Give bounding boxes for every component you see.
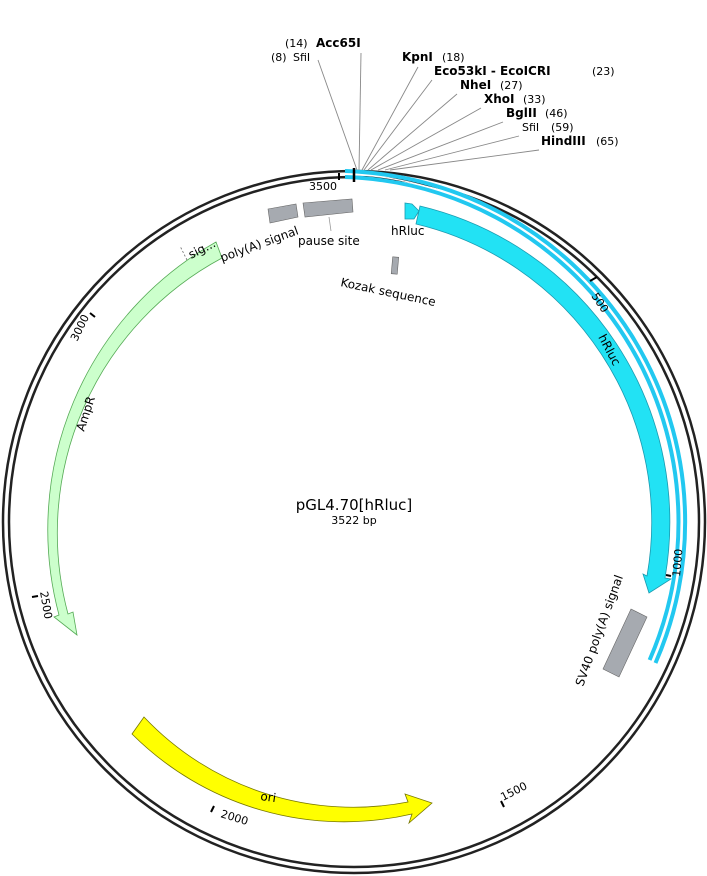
tick-label-1500: 1500: [498, 779, 529, 803]
sv40-feature: SV40 poly(A) signal: [573, 573, 648, 688]
tick-500: [589, 276, 598, 282]
tick-label-3000: 3000: [68, 312, 92, 343]
kozak-label: Kozak sequence: [339, 275, 437, 309]
site-bglii-name: BglII: [506, 106, 537, 120]
restriction-site-labels: (14) Acc65I (8) SfiI KpnI (18) Eco53kI -…: [271, 36, 619, 148]
hrluc-arrow: hRluc: [415, 205, 673, 594]
site-hindiii-pos: (65): [596, 135, 619, 148]
tick-1000: [665, 574, 672, 577]
pause-label: pause site: [298, 234, 360, 248]
tick-3000: [89, 312, 96, 318]
site-leader-lines: [317, 52, 540, 171]
tick-label-1000: 1000: [670, 548, 685, 577]
site-sfii-8-name: SfiI: [293, 51, 310, 64]
site-sfii-8-pos: (8): [271, 51, 287, 64]
site-nhei-name: NheI: [460, 78, 491, 92]
site-xhoi-pos: (33): [523, 93, 546, 106]
site-kpni-name: KpnI: [402, 50, 433, 64]
pause-feature: pause site: [298, 198, 360, 248]
site-eco53ki-pos: (23): [592, 65, 615, 78]
polya-feature: poly(A) signal: [218, 203, 300, 265]
site-acc65i-pos: (14): [285, 37, 308, 50]
plasmid-title-group: pGL4.70[hRluc] 3522 bp: [296, 496, 412, 527]
site-sfii-59-name: SfiI: [522, 121, 539, 134]
site-acc65i-name: Acc65I: [316, 36, 361, 50]
site-nhei-pos: (27): [500, 79, 523, 92]
ori-arrow: ori: [131, 716, 433, 825]
tick-label-2500: 2500: [37, 590, 55, 620]
site-hindiii-name: HindIII: [541, 134, 586, 148]
ori-label: ori: [260, 789, 277, 805]
tick-2500: [31, 595, 39, 598]
kozak-feature: Kozak sequence: [339, 256, 437, 309]
site-bglii-pos: (46): [545, 107, 568, 120]
hrluc-small-label: hRluc: [391, 224, 424, 238]
site-xhoi-name: XhoI: [484, 92, 515, 106]
site-kpni-pos: (18): [442, 51, 465, 64]
polya-label: poly(A) signal: [218, 224, 300, 265]
tick-2000: [210, 805, 215, 813]
plasmid-length: 3522 bp: [331, 514, 376, 527]
backbone-hrluc-highlight: [344, 169, 688, 664]
tick-label-2000: 2000: [219, 807, 250, 828]
site-sfii-59-pos: (59): [551, 121, 574, 134]
plasmid-name: pGL4.70[hRluc]: [296, 496, 412, 514]
tick-marks: [31, 173, 672, 813]
tick-1500: [500, 800, 505, 808]
site-eco53ki-name: Eco53kI - EcoICRI: [434, 64, 551, 78]
ampr-arrow: AmpR sig...: [47, 236, 223, 636]
tick-label-3500: 3500: [309, 180, 337, 193]
hrluc-small-arrow: hRluc: [391, 202, 424, 238]
